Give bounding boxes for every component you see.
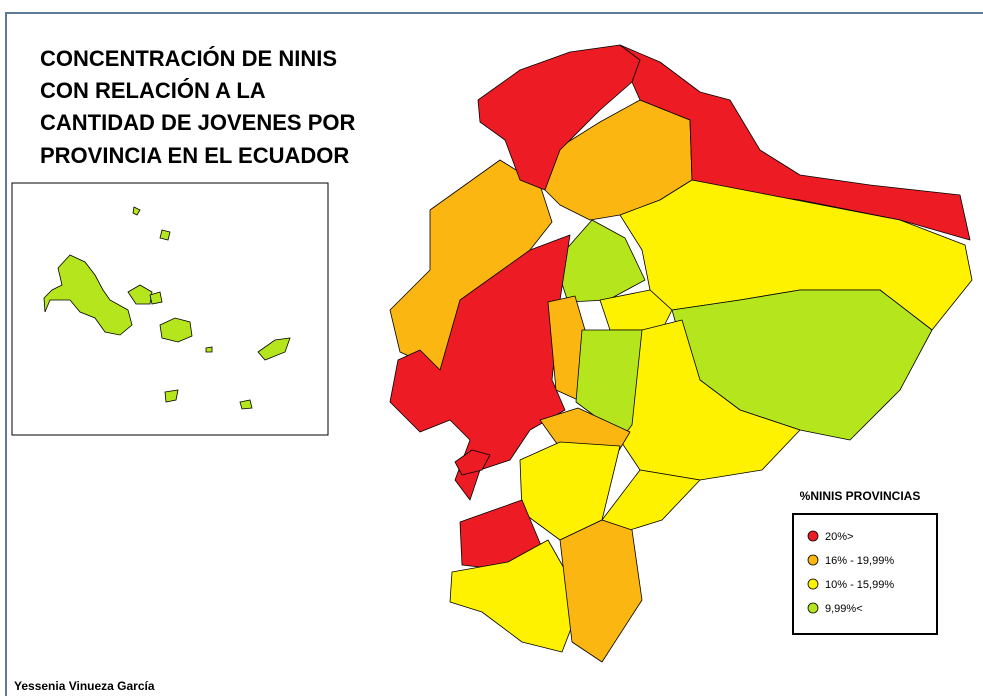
frame [5,12,983,696]
legend-label: 10% - 15,99% [825,579,894,591]
legend-items: 20%> 16% - 19,99% 10% - 15,99% 9,99%< [807,530,894,615]
province [477,44,641,191]
title-line: CANTIDAD DE JOVENES POR [40,110,355,135]
province [599,289,673,331]
island [159,317,193,343]
legend-marker [807,602,819,614]
island [149,291,163,305]
author: Yessenia Vinueza García [14,679,155,693]
island [43,254,133,336]
province [559,519,643,663]
legend-marker [807,530,819,542]
island [454,449,491,476]
title-line: CONCENTRACIÓN DE NINIS [40,46,337,71]
legend-marker [807,554,819,566]
islands [43,206,291,410]
legend: %NINIS PROVINCIAS 20%> 16% - 19,99% 10% - … [792,489,938,635]
title-line: PROVINCIA EN EL ECUADOR [40,143,349,168]
island [205,346,213,353]
title: CONCENTRACIÓN DE NINIS CON RELACIÓN A LA… [40,46,355,168]
island [164,389,179,403]
galapagos-inset [11,182,329,436]
legend-label: 20%> [825,531,853,543]
ecuador-map [389,44,973,663]
province [449,539,583,653]
legend-label: 9,99%< [825,603,863,615]
island [159,229,171,241]
legend-title: %NINIS PROVINCIAS [800,489,921,503]
legend-marker [807,578,819,590]
island [257,337,291,361]
legend-label: 16% - 19,99% [825,555,894,567]
island [239,399,253,410]
island [132,206,141,216]
province [619,44,971,241]
title-line: CON RELACIÓN A LA [40,78,266,103]
